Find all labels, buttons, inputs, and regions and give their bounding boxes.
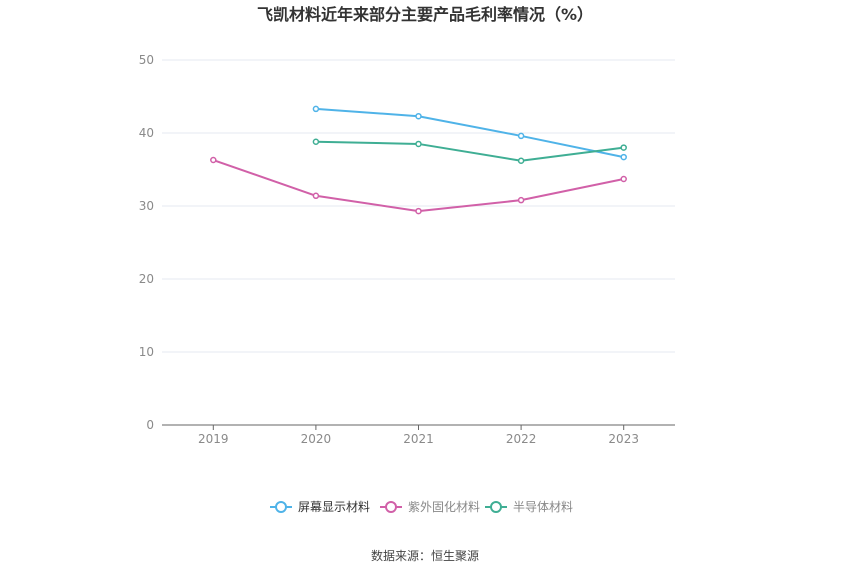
data-point bbox=[312, 192, 320, 200]
x-tick-label: 2019 bbox=[198, 432, 229, 446]
x-tick-label: 2023 bbox=[608, 432, 639, 446]
series-line-2 bbox=[212, 159, 624, 213]
chart-title: 飞凯材料近年来部分主要产品毛利率情况（%） bbox=[257, 5, 593, 24]
data-point bbox=[210, 156, 217, 164]
y-tick-label: 50 bbox=[139, 53, 154, 67]
data-point bbox=[415, 207, 422, 215]
legend-item: 半导体材料 bbox=[485, 500, 573, 514]
legend-item: 紫外固化材料 bbox=[380, 500, 480, 514]
legend-item: 屏幕显示材料 bbox=[270, 500, 370, 514]
data-point bbox=[312, 138, 320, 146]
y-tick-label: 0 bbox=[146, 418, 154, 432]
y-tick-label: 40 bbox=[139, 126, 154, 140]
legend-marker-icon bbox=[275, 501, 287, 513]
axis-layer: 0 10 20 30 40 50 2019 2020 2021 2022 2023 bbox=[139, 53, 675, 446]
x-tick-label: 2020 bbox=[301, 432, 332, 446]
data-point bbox=[517, 132, 525, 140]
legend-label: 半导体材料 bbox=[513, 500, 573, 514]
data-point bbox=[517, 196, 525, 204]
data-point bbox=[517, 157, 525, 164]
legend-label: 屏幕显示材料 bbox=[298, 500, 370, 514]
legend-marker-icon bbox=[385, 501, 397, 513]
data-point bbox=[620, 175, 627, 183]
series-layer bbox=[210, 105, 627, 215]
legend-marker-icon bbox=[490, 501, 502, 513]
data-point bbox=[415, 140, 422, 148]
series-line-3 bbox=[315, 140, 624, 162]
y-tick-label: 10 bbox=[139, 345, 154, 359]
series-line-1 bbox=[315, 107, 624, 159]
y-tick-label: 20 bbox=[139, 272, 154, 286]
x-tick-label: 2021 bbox=[403, 432, 434, 446]
grid-layer bbox=[162, 59, 675, 353]
legend-label: 紫外固化材料 bbox=[408, 500, 480, 514]
data-point bbox=[312, 105, 320, 113]
data-point bbox=[620, 144, 627, 151]
source-note: 数据来源：恒生聚源 bbox=[371, 548, 479, 563]
data-point bbox=[415, 112, 422, 120]
data-point bbox=[620, 153, 627, 161]
x-tick-label: 2022 bbox=[506, 432, 537, 446]
y-tick-label: 30 bbox=[139, 199, 154, 213]
legend: 屏幕显示材料 紫外固化材料 半导体材料 bbox=[270, 500, 573, 514]
